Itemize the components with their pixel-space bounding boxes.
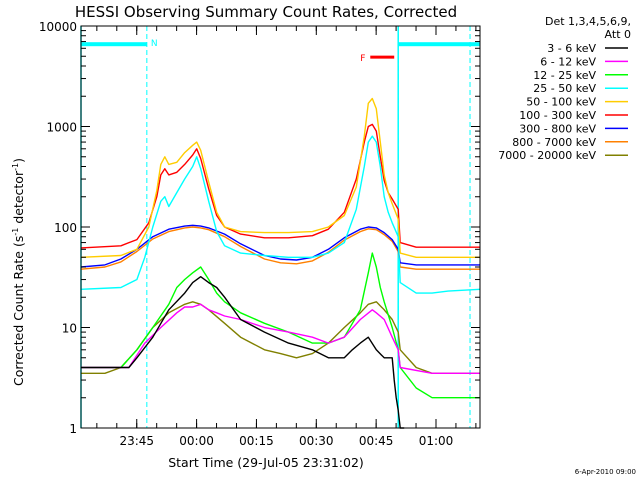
series-line-4 xyxy=(80,97,480,258)
series-line-1 xyxy=(81,303,480,374)
series-line-2 xyxy=(81,252,480,399)
legend-label-4: 50 - 100 keV xyxy=(526,96,596,109)
y-tick-label-4: 10000 xyxy=(39,20,77,34)
x-tick-label-1: 00:00 xyxy=(179,434,214,448)
x-axis-label: Start Time (29-Jul-05 23:31:02) xyxy=(168,455,364,470)
series-line-3 xyxy=(80,135,481,294)
flare-interval-bar xyxy=(370,55,395,59)
chart-title: HESSI Observing Summary Count Rates, Cor… xyxy=(75,3,457,21)
x-tick-label-2: 00:15 xyxy=(239,434,274,448)
y-tick-label-1: 10 xyxy=(62,322,77,336)
series-line-5 xyxy=(80,123,480,249)
legend-label-1: 6 - 12 keV xyxy=(540,55,596,68)
night-interval-bar-1 xyxy=(398,42,480,47)
plot-series xyxy=(80,97,481,429)
night-flag-label: N xyxy=(151,39,158,49)
legend-label-2: 12 - 25 keV xyxy=(533,69,596,82)
legend-header-line1: Det 1,3,4,5,6,9, xyxy=(545,15,631,28)
series-line-7 xyxy=(80,226,480,270)
y-tick-label-3: 1000 xyxy=(46,121,77,135)
night-interval-bar-0 xyxy=(81,42,147,47)
plot-markers: NF xyxy=(80,26,480,428)
series-line-6 xyxy=(80,224,480,268)
plot-frame xyxy=(80,25,481,429)
flare-flag-label: F xyxy=(360,54,365,64)
x-tick-label-0: 23:45 xyxy=(119,434,154,448)
x-tick-label-3: 00:30 xyxy=(299,434,334,448)
legend-label-3: 25 - 50 keV xyxy=(533,82,596,95)
legend-label-7: 800 - 7000 keV xyxy=(512,136,596,149)
y-axis-label: Corrected Count Rate (s-1 detector-1) xyxy=(11,158,26,386)
plot-axes: 1 10 100 1000 10000 23:45 00:00 00:15 00:30 00:45… xyxy=(39,20,481,448)
x-tick-label-5: 01:00 xyxy=(419,434,454,448)
y-tick-label-0: 1 xyxy=(69,422,77,436)
legend-label-8: 7000 - 20000 keV xyxy=(498,149,596,162)
legend-header-line2: Att 0 xyxy=(605,28,631,41)
legend-label-6: 300 - 800 keV xyxy=(519,122,596,135)
y-tick-label-2: 100 xyxy=(54,221,77,235)
x-tick-label-4: 00:45 xyxy=(359,434,394,448)
series-line-0 xyxy=(81,276,405,429)
series-line-8 xyxy=(81,301,480,374)
legend-label-0: 3 - 6 keV xyxy=(547,42,596,55)
legend-label-5: 100 - 300 keV xyxy=(519,109,596,122)
timestamp-footer: 6-Apr-2010 09:00 xyxy=(575,468,636,476)
